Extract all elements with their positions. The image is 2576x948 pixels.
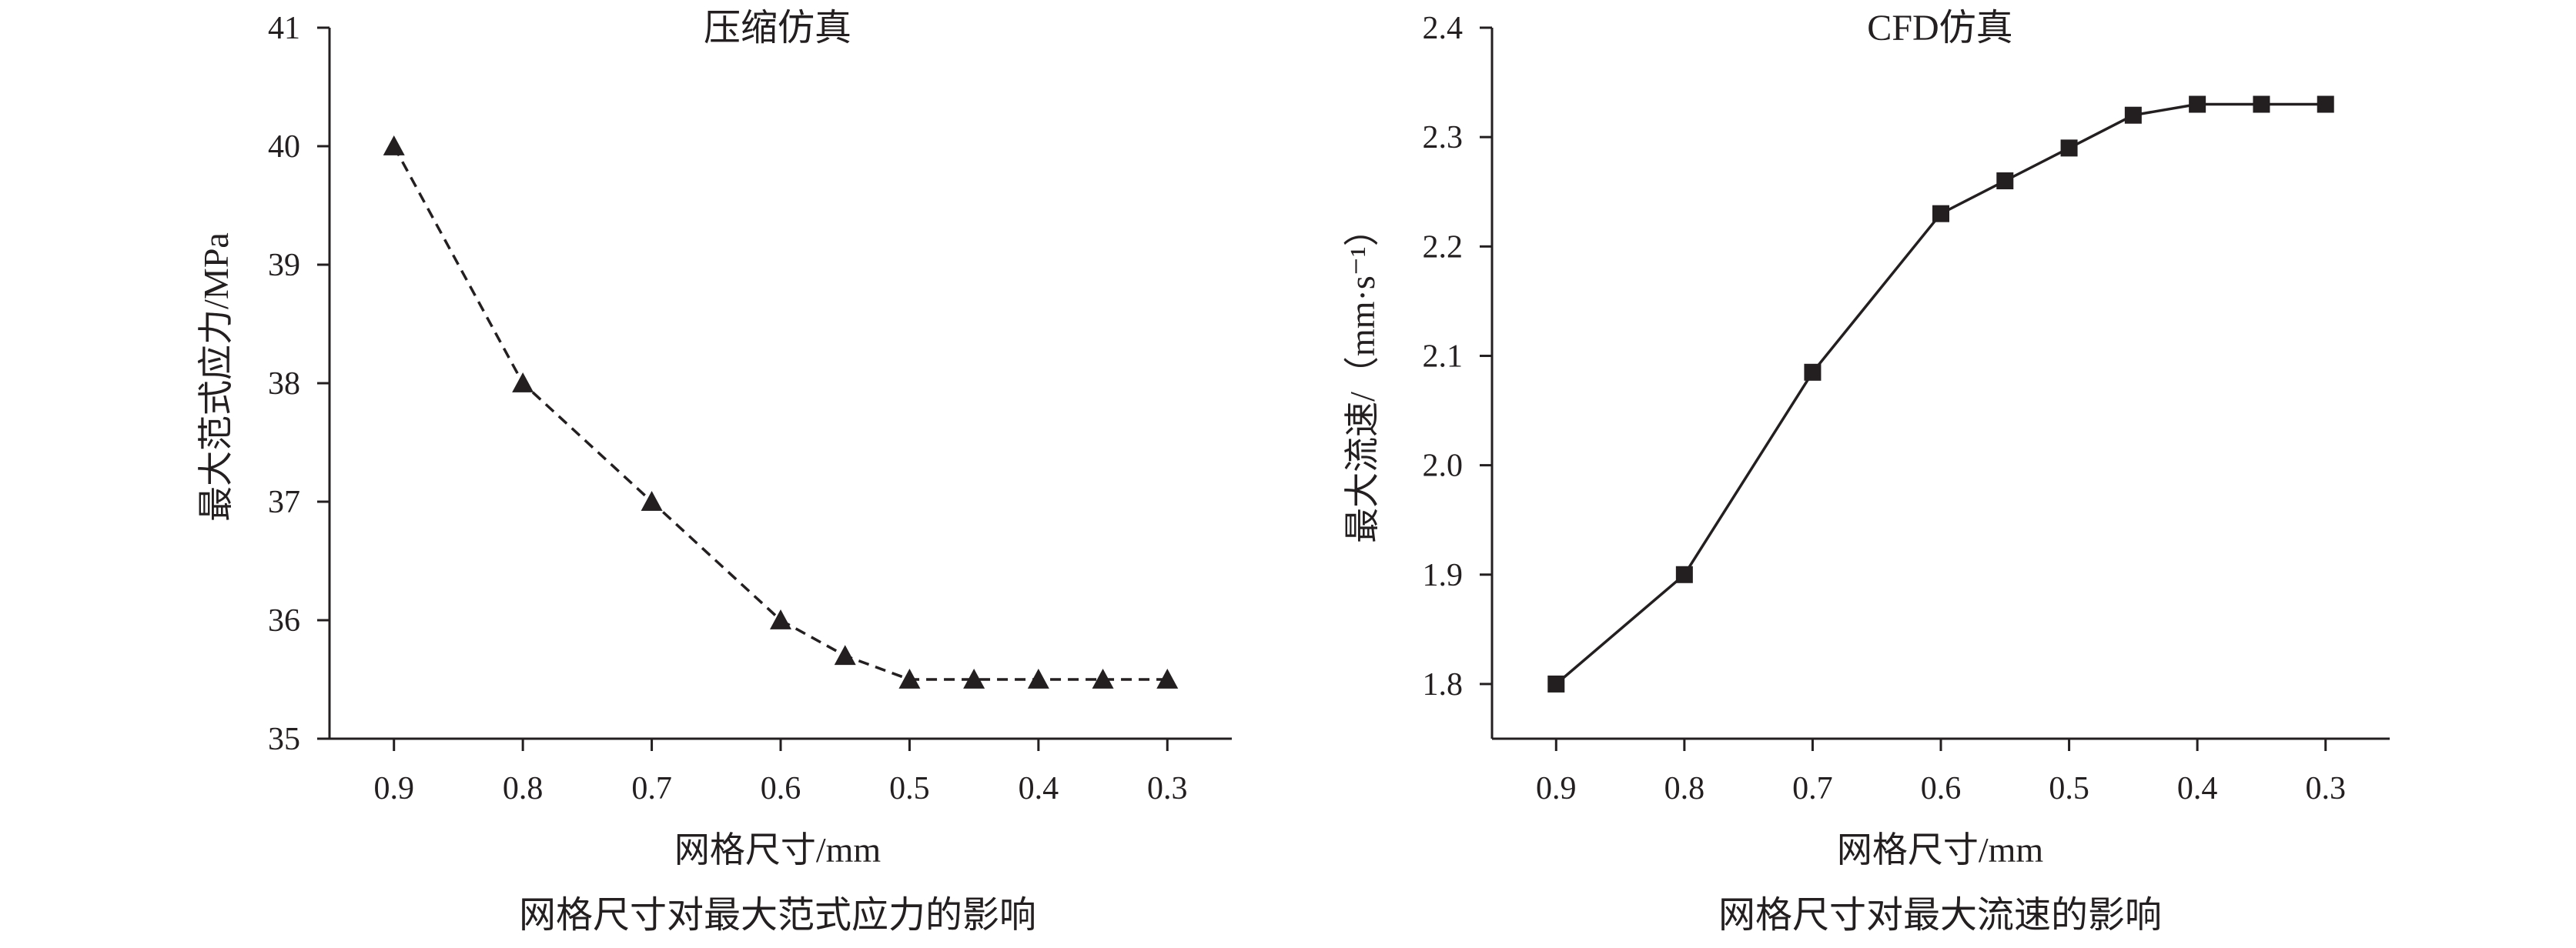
data-point-square bbox=[2317, 95, 2334, 113]
x-tick-label: 0.7 bbox=[631, 771, 672, 806]
x-tick-label: 0.8 bbox=[1664, 771, 1705, 806]
x-tick-label: 0.9 bbox=[1536, 771, 1577, 806]
y-axis-title: 最大流速/（mm·s⁻¹） bbox=[1343, 211, 1382, 543]
y-tick-label: 39 bbox=[268, 248, 300, 283]
y-tick-label: 1.9 bbox=[1423, 558, 1464, 593]
y-tick-label: 40 bbox=[268, 129, 300, 165]
plot-title: 压缩仿真 bbox=[704, 8, 851, 48]
data-point-triangle bbox=[383, 135, 405, 155]
data-point-square bbox=[1996, 172, 2014, 190]
x-tick-label: 0.4 bbox=[1019, 771, 1059, 806]
x-axis-title: 网格尺寸/mm bbox=[674, 830, 882, 870]
figure-caption: 网格尺寸对最大范式应力的影响 bbox=[519, 895, 1036, 936]
data-point-square bbox=[1547, 675, 1565, 693]
y-tick-label: 38 bbox=[268, 366, 300, 402]
stress-chart: 35 36 37 38 39 40 41 0.9 0.8 0.7 0.6 0.5 0.4 0.3 压缩仿真最… bbox=[196, 8, 1232, 936]
x-tick-label: 0.3 bbox=[2305, 771, 2346, 806]
x-tick-label: 0.7 bbox=[1792, 771, 1833, 806]
data-point-triangle bbox=[512, 372, 534, 392]
data-point-triangle bbox=[834, 645, 856, 666]
data-point-square bbox=[1804, 363, 1822, 381]
x-tick-label: 0.6 bbox=[761, 771, 801, 806]
y-tick-label: 2.4 bbox=[1423, 11, 1464, 46]
data-point-square bbox=[2124, 106, 2142, 124]
x-tick-label: 0.6 bbox=[1921, 771, 1962, 806]
data-point-triangle bbox=[963, 669, 985, 689]
series-line bbox=[393, 145, 1168, 681]
data-point-triangle bbox=[1156, 669, 1179, 689]
data-point-square bbox=[1675, 566, 1693, 583]
x-tick-label: 0.5 bbox=[889, 771, 930, 806]
y-tick-label: 1.8 bbox=[1423, 667, 1464, 703]
y-tick-label: 2.0 bbox=[1423, 449, 1464, 484]
data-point-square bbox=[2060, 139, 2078, 157]
data-point-triangle bbox=[641, 491, 663, 511]
x-tick-label: 0.3 bbox=[1147, 771, 1188, 806]
velocity-chart: 1.8 1.9 2.0 2.1 2.2 2.3 2.4 0.9 0.8 0.7 0.6 0.5 0.4 0… bbox=[1343, 8, 2390, 936]
series-line bbox=[1555, 102, 2326, 686]
data-point-triangle bbox=[898, 669, 921, 689]
y-tick-label: 2.1 bbox=[1423, 339, 1464, 374]
y-tick-label: 41 bbox=[268, 11, 300, 46]
figure-caption: 网格尺寸对最大流速的影响 bbox=[1718, 895, 2162, 936]
x-tick-label: 0.8 bbox=[503, 771, 544, 806]
y-tick-label: 2.2 bbox=[1423, 229, 1464, 265]
y-axis-title: 最大范式应力/MPa bbox=[196, 232, 236, 522]
plot-title: CFD仿真 bbox=[1867, 8, 2012, 48]
y-tick-label: 35 bbox=[268, 722, 300, 757]
data-point-square bbox=[1932, 205, 1949, 222]
data-point-triangle bbox=[1027, 669, 1049, 689]
x-tick-label: 0.5 bbox=[2049, 771, 2089, 806]
y-tick-label: 37 bbox=[268, 485, 300, 520]
x-tick-label: 0.4 bbox=[2177, 771, 2218, 806]
x-axis-title: 网格尺寸/mm bbox=[1837, 830, 2044, 870]
y-tick-label: 36 bbox=[268, 603, 300, 639]
data-point-square bbox=[2189, 95, 2206, 113]
y-tick-label: 2.3 bbox=[1423, 120, 1464, 155]
data-point-square bbox=[2253, 95, 2270, 113]
data-point-triangle bbox=[1092, 669, 1114, 689]
data-point-triangle bbox=[770, 609, 791, 629]
x-tick-label: 0.9 bbox=[373, 771, 414, 806]
